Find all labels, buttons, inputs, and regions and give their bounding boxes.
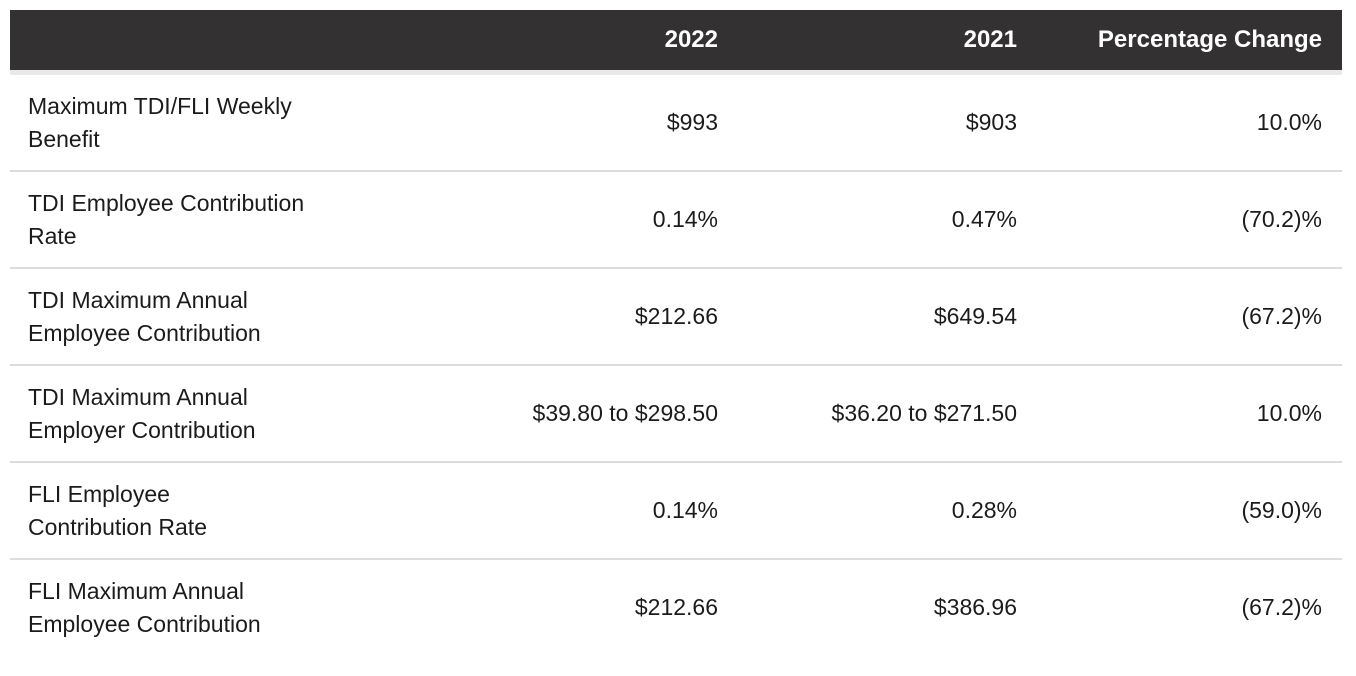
value-2021: $649.54	[738, 267, 1037, 365]
table-header: 2022 2021 Percentage Change	[10, 10, 1342, 75]
row-label: TDI Maximum Annual Employee Contribution	[10, 267, 437, 365]
value-2021: $903	[965, 109, 1017, 135]
table-row: FLI Maximum Annual Employee Contribution…	[10, 558, 1342, 655]
table-row: TDI Employee Contribution Rate 0.14% 0.4…	[10, 170, 1342, 268]
table-body: Maximum TDI/FLI Weekly Benefit $993 $903…	[10, 73, 1342, 655]
value-percentage-change: (70.2)%	[1037, 170, 1342, 268]
row-label: Maximum TDI/FLI Weekly Benefit	[10, 73, 437, 172]
value-2021: $36.20 to $271.50	[738, 364, 1037, 462]
row-label: TDI Employee Contribution Rate	[10, 170, 437, 268]
value-percentage-change: (67.2)%	[1037, 267, 1342, 365]
row-label-line: Maximum TDI/FLI Weekly	[28, 92, 292, 119]
value-2021: 0.47%	[738, 170, 1037, 268]
rates-table: 2022 2021 Percentage Change Maximum TDI/…	[10, 10, 1342, 655]
table-row: TDI Maximum Annual Employer Contribution…	[10, 364, 1342, 462]
row-label-line: Employer Contribution	[28, 416, 256, 443]
value-2022: $993	[666, 109, 718, 135]
value-percentage-change: (59.0)%	[1037, 461, 1342, 559]
header-row: 2022 2021 Percentage Change	[10, 10, 1342, 75]
value-2022: $39.80 to $298.50	[437, 364, 738, 462]
row-label-line: TDI Maximum Annual	[28, 286, 248, 313]
table-row: FLI Employee Contribution Rate 0.14% 0.2…	[10, 461, 1342, 559]
table-row: Maximum TDI/FLI Weekly Benefit $993 $903…	[10, 73, 1342, 172]
column-header-percentage-change: Percentage Change	[1037, 10, 1342, 75]
column-header-2021: 2021	[738, 10, 1037, 75]
row-label: FLI Maximum Annual Employee Contribution	[10, 558, 437, 655]
value-percentage-change: (67.2)%	[1037, 558, 1342, 655]
row-label-line: Contribution Rate	[28, 513, 207, 540]
row-label-line: Employee Contribution	[28, 610, 261, 637]
row-label-line: TDI Employee Contribution	[28, 189, 305, 216]
row-label-line: TDI Maximum Annual	[28, 383, 248, 410]
value-percentage-change: 10.0%	[1037, 364, 1342, 462]
row-label-line: FLI Maximum Annual	[28, 577, 245, 604]
value-percentage-change: 10.0%	[1256, 109, 1322, 135]
row-label-line: FLI Employee	[28, 480, 170, 507]
value-2022: $212.66	[437, 558, 738, 655]
row-label-line: Employee Contribution	[28, 319, 261, 346]
column-header-2022: 2022	[437, 10, 738, 75]
value-2021: $386.96	[738, 558, 1037, 655]
value-2022: $212.66	[437, 267, 738, 365]
row-label-line: Benefit	[28, 125, 100, 152]
value-2022: 0.14%	[437, 461, 738, 559]
row-label: TDI Maximum Annual Employer Contribution	[10, 364, 437, 462]
value-2021: 0.28%	[738, 461, 1037, 559]
value-2022: 0.14%	[437, 170, 738, 268]
row-label: FLI Employee Contribution Rate	[10, 461, 437, 559]
column-header-blank	[10, 10, 437, 75]
row-label-line: Rate	[28, 222, 77, 249]
table-row: TDI Maximum Annual Employee Contribution…	[10, 267, 1342, 365]
